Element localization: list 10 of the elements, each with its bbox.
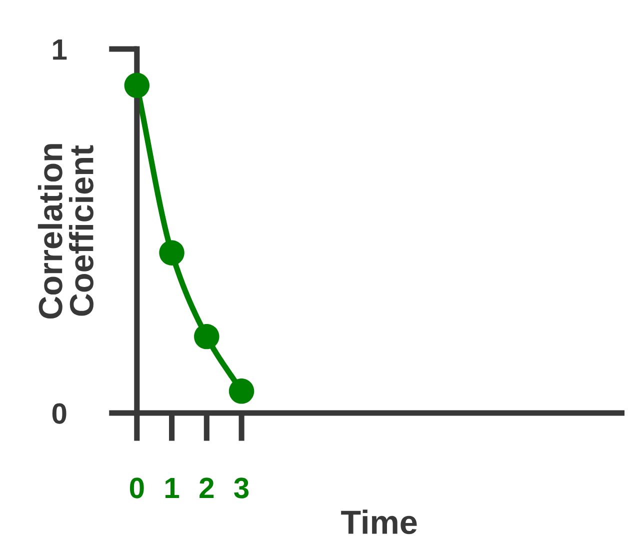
x-tick-label: 3 [234,478,249,498]
point [159,240,184,266]
point [124,72,150,98]
x-axis-title: Time [341,510,417,534]
y-axis-title: Correlation Coefficient [38,144,94,319]
point [194,324,220,350]
x-tick-label: 2 [200,478,214,498]
x-tick-label: 0 [130,478,144,498]
point [228,378,254,404]
x-tick-label: 1 [166,478,180,498]
